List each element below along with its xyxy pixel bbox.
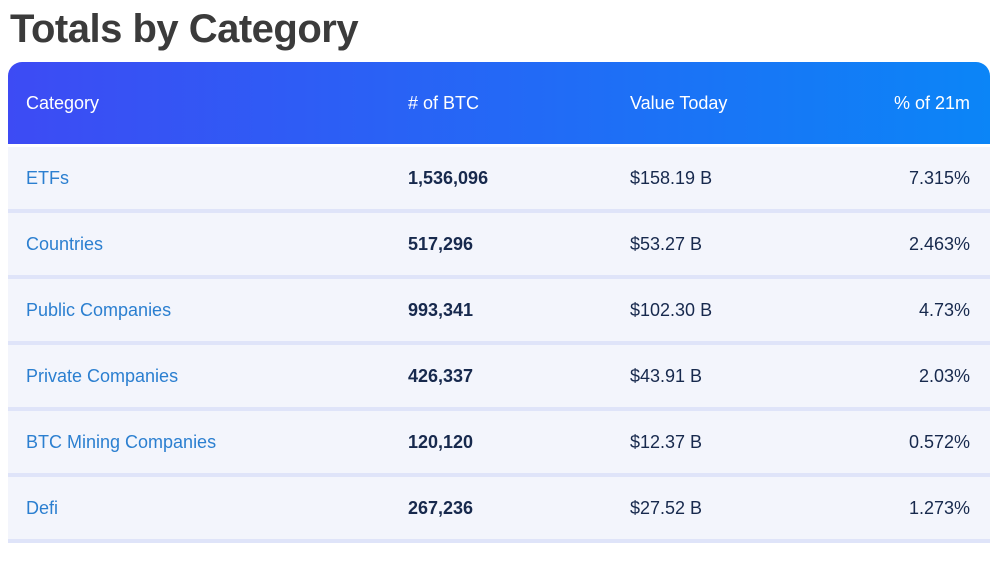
category-link[interactable]: Countries xyxy=(26,233,104,254)
table-row: ETFs 1,536,096 $158.19 B 7.315% xyxy=(8,147,990,213)
category-link[interactable]: ETFs xyxy=(26,167,69,188)
table-row: Private Companies 426,337 $43.91 B 2.03% xyxy=(8,345,990,411)
table-body: ETFs 1,536,096 $158.19 B 7.315% Countries 517… xyxy=(8,147,990,543)
category-link[interactable]: Private Companies xyxy=(26,365,179,386)
btc-count-cell: 120,120 xyxy=(408,431,474,452)
category-link[interactable]: BTC Mining Companies xyxy=(26,431,217,452)
table-row: BTC Mining Companies 120,120 $12.37 B 0.572… xyxy=(8,411,990,477)
value-today-cell: $158.19 B xyxy=(630,167,713,188)
column-header-value-today: Value Today xyxy=(630,92,728,113)
pct-of-21m-cell: 2.03% xyxy=(918,365,970,386)
value-today-cell: $12.37 B xyxy=(630,431,703,452)
page-title: Totals by Category xyxy=(10,7,359,51)
value-today-cell: $102.30 B xyxy=(630,299,713,320)
pct-of-21m-cell: 0.572% xyxy=(908,431,970,452)
value-today-cell: $53.27 B xyxy=(630,233,703,254)
column-header-category: Category xyxy=(26,92,100,113)
pct-of-21m-cell: 4.73% xyxy=(918,299,970,320)
btc-count-cell: 267,236 xyxy=(408,497,474,518)
btc-count-cell: 517,296 xyxy=(408,233,474,254)
category-link[interactable]: Public Companies xyxy=(26,299,172,320)
table-header-row: Category # of BTC Value Today % of 21m xyxy=(8,62,990,144)
btc-count-cell: 426,337 xyxy=(408,365,474,386)
pct-of-21m-cell: 1.273% xyxy=(908,497,970,518)
table-row: Defi 267,236 $27.52 B 1.273% xyxy=(8,477,990,543)
column-header--of-btc: # of BTC xyxy=(408,92,480,113)
category-link[interactable]: Defi xyxy=(26,497,59,518)
column-header--of-21m: % of 21m xyxy=(893,92,970,113)
pct-of-21m-cell: 7.315% xyxy=(908,167,970,188)
table-row: Public Companies 993,341 $102.30 B 4.73% xyxy=(8,279,990,345)
value-today-cell: $27.52 B xyxy=(630,497,703,518)
pct-of-21m-cell: 2.463% xyxy=(908,233,970,254)
totals-by-category-table: Category # of BTC Value Today % of 21m ETFs… xyxy=(8,62,990,543)
btc-count-cell: 1,536,096 xyxy=(408,167,489,188)
table-row: Countries 517,296 $53.27 B 2.463% xyxy=(8,213,990,279)
btc-count-cell: 993,341 xyxy=(408,299,474,320)
value-today-cell: $43.91 B xyxy=(630,365,703,386)
